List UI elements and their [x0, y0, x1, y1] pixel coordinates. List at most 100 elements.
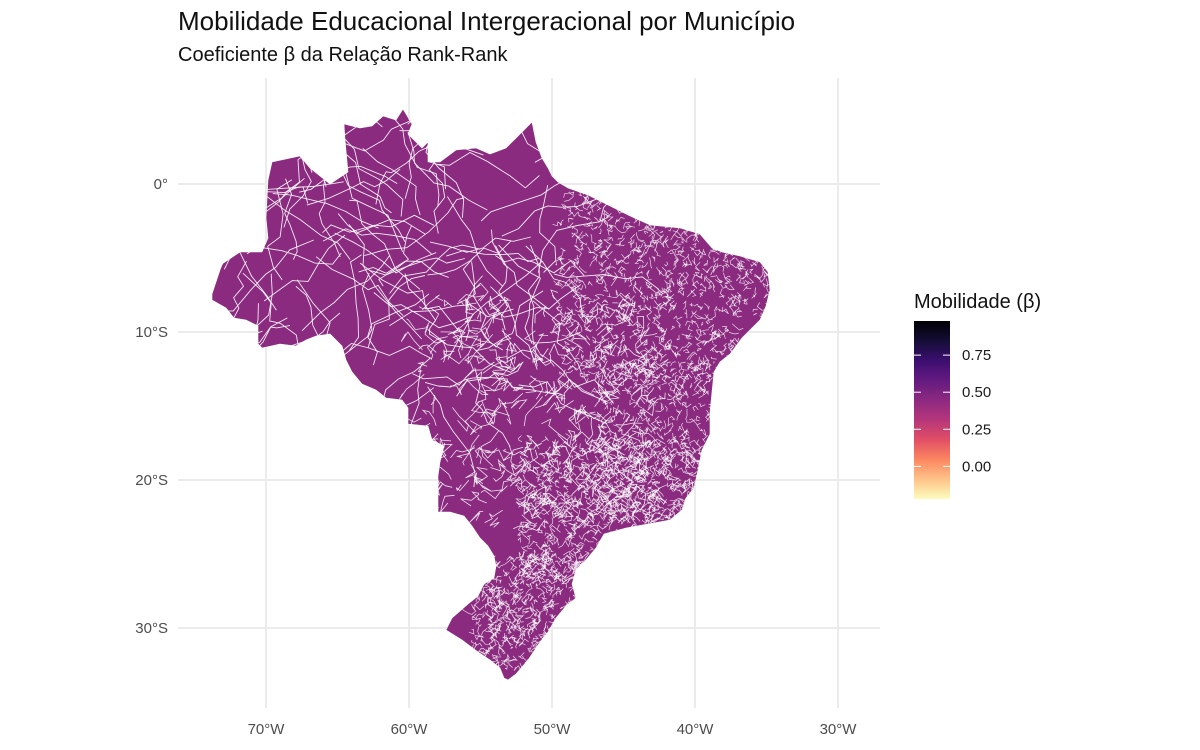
municipality-border [418, 306, 440, 323]
municipality-border [498, 598, 504, 607]
municipality-border [556, 524, 561, 533]
municipality-border [633, 381, 638, 388]
municipality-border [547, 476, 554, 482]
municipality-border [554, 456, 558, 463]
municipality-border [561, 358, 572, 365]
municipality-border [607, 199, 615, 204]
municipality-border [607, 452, 616, 459]
municipality-border [647, 486, 657, 493]
municipality-border [632, 330, 637, 336]
municipality-border [578, 457, 584, 461]
municipality-border [631, 425, 638, 430]
municipality-border [761, 242, 765, 250]
municipality-border [678, 566, 683, 572]
municipality-border [677, 279, 684, 291]
municipality-border [548, 449, 554, 458]
municipality-border [549, 460, 556, 469]
municipality-border [455, 480, 470, 492]
municipality-border [604, 348, 609, 356]
municipality-border [634, 448, 645, 454]
municipality-border [484, 628, 494, 633]
municipality-border [743, 298, 748, 305]
municipality-border [652, 341, 658, 352]
municipality-border [486, 643, 497, 655]
municipality-border [631, 563, 637, 567]
municipality-border [692, 390, 700, 396]
municipality-border [466, 652, 473, 656]
municipality-border [695, 337, 706, 342]
municipality-border [682, 392, 689, 399]
municipality-border [227, 348, 291, 406]
y-tick-label: 10°S [135, 324, 168, 341]
municipality-border [600, 467, 607, 471]
municipality-border [601, 448, 607, 456]
municipality-border [618, 517, 624, 524]
municipality-border [572, 260, 576, 267]
municipality-border [549, 503, 556, 510]
municipality-border [667, 447, 678, 453]
municipality-border [704, 361, 712, 372]
municipality-border [522, 607, 529, 614]
municipality-border [756, 302, 767, 311]
municipality-border [583, 489, 587, 499]
municipality-border [604, 448, 615, 463]
municipality-border [572, 293, 587, 298]
municipality-border [552, 441, 558, 447]
municipality-border [545, 578, 551, 584]
municipality-border [586, 462, 595, 468]
municipality-border [547, 560, 555, 566]
municipality-border [650, 363, 661, 369]
municipality-border [542, 604, 554, 611]
municipality-border [480, 635, 484, 642]
municipality-border [704, 208, 709, 215]
municipality-border [664, 202, 674, 210]
municipality-border [750, 261, 759, 267]
municipality-border [655, 443, 662, 448]
municipality-border [564, 534, 571, 541]
municipality-border [521, 630, 526, 637]
municipality-border [430, 394, 436, 414]
municipality-border [685, 462, 693, 467]
municipality-border [595, 443, 603, 447]
municipality-border [619, 554, 630, 567]
municipality-border [642, 369, 648, 378]
municipality-border [608, 407, 612, 414]
municipality-border [750, 240, 759, 246]
municipality-border [718, 363, 724, 371]
municipality-border [643, 473, 649, 483]
municipality-border [530, 496, 539, 502]
municipality-border [471, 594, 475, 600]
municipality-border [490, 582, 496, 592]
municipality-border [540, 453, 545, 459]
municipality-border [560, 573, 572, 579]
municipality-border [719, 347, 727, 356]
municipality-border [699, 516, 704, 521]
municipality-border [619, 241, 625, 246]
municipality-border [753, 313, 758, 316]
municipality-border [518, 652, 525, 660]
municipality-border [610, 553, 620, 562]
municipality-border [615, 289, 619, 296]
municipality-border [606, 475, 610, 485]
municipality-border [707, 484, 714, 490]
municipality-border [522, 485, 529, 491]
municipality-border [689, 439, 699, 446]
municipality-border [681, 264, 688, 267]
municipality-border [479, 446, 498, 459]
x-tick-label: 30°W [820, 721, 858, 738]
municipality-border [421, 109, 517, 117]
municipality-border [592, 527, 598, 536]
municipality-border [640, 562, 644, 567]
municipality-border [668, 422, 674, 432]
municipality-border [412, 361, 495, 386]
municipality-border [548, 556, 553, 562]
municipality-border [602, 492, 607, 500]
municipality-border [743, 226, 755, 234]
municipality-border [704, 314, 711, 324]
municipality-border [629, 529, 636, 539]
municipality-border [590, 226, 598, 230]
municipality-border [584, 563, 589, 572]
municipality-border [256, 109, 285, 153]
municipality-border [626, 456, 635, 463]
municipality-border [657, 384, 661, 391]
